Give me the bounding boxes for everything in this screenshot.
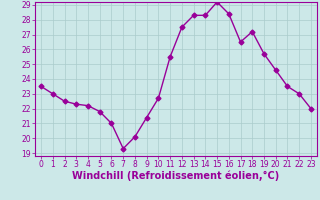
X-axis label: Windchill (Refroidissement éolien,°C): Windchill (Refroidissement éolien,°C) <box>72 171 280 181</box>
